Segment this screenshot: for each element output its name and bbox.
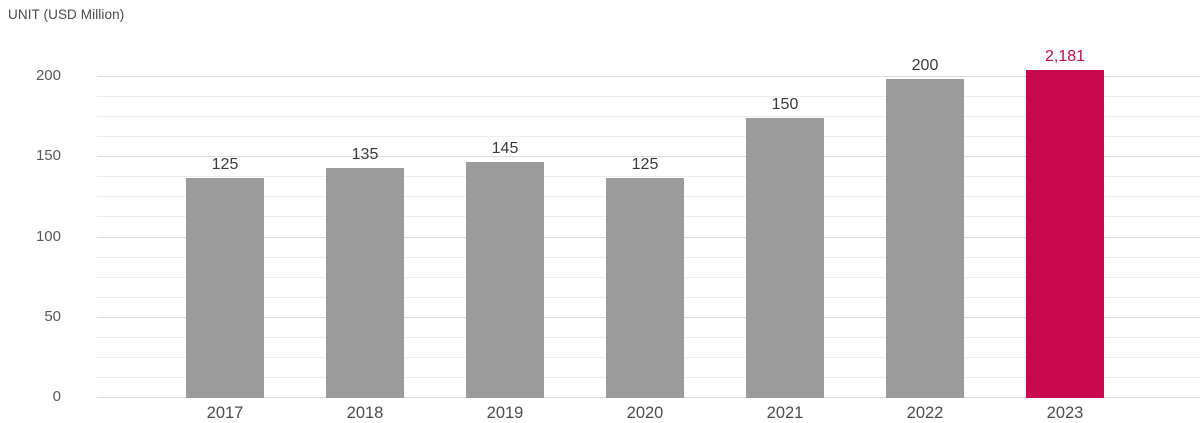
x-axis-label-2017: 2017 bbox=[206, 404, 244, 422]
value-label-2023: 2,181 bbox=[1044, 48, 1086, 65]
y-axis-tick-label: 50 bbox=[44, 308, 61, 325]
bar-2022 bbox=[886, 79, 964, 398]
value-label-2019: 145 bbox=[491, 140, 519, 157]
y-axis-tick-label: 100 bbox=[35, 228, 61, 245]
gridline-minor bbox=[97, 96, 1200, 97]
x-axis-label-2023: 2023 bbox=[1046, 404, 1084, 422]
bar-2023-highlight bbox=[1026, 70, 1104, 398]
chart-unit-label: UNIT (USD Million) bbox=[8, 7, 125, 22]
bar-2021 bbox=[746, 118, 824, 398]
gridline-minor bbox=[97, 116, 1200, 117]
bar-2017 bbox=[186, 178, 264, 398]
bar-2018 bbox=[326, 168, 404, 398]
gridline-major bbox=[97, 76, 1200, 77]
x-axis-label-2019: 2019 bbox=[486, 404, 524, 422]
x-axis-label-2021: 2021 bbox=[766, 404, 804, 422]
value-label-2021: 150 bbox=[771, 96, 799, 113]
y-axis-tick-label: 0 bbox=[52, 388, 61, 405]
value-label-2018: 135 bbox=[351, 146, 379, 163]
y-axis-tick-label: 150 bbox=[35, 147, 61, 164]
gridline-major bbox=[97, 156, 1200, 157]
x-axis-label-2018: 2018 bbox=[346, 404, 384, 422]
gridline-minor bbox=[97, 136, 1200, 137]
value-label-2017: 125 bbox=[211, 156, 239, 173]
gridline-minor bbox=[97, 176, 1200, 177]
value-label-2022: 200 bbox=[911, 57, 939, 74]
y-axis-tick-label: 200 bbox=[35, 67, 61, 84]
bar-2020 bbox=[606, 178, 684, 398]
x-axis-label-2020: 2020 bbox=[626, 404, 664, 422]
bar-2019 bbox=[466, 162, 544, 398]
value-label-2020: 125 bbox=[631, 156, 659, 173]
x-axis-label-2022: 2022 bbox=[906, 404, 944, 422]
